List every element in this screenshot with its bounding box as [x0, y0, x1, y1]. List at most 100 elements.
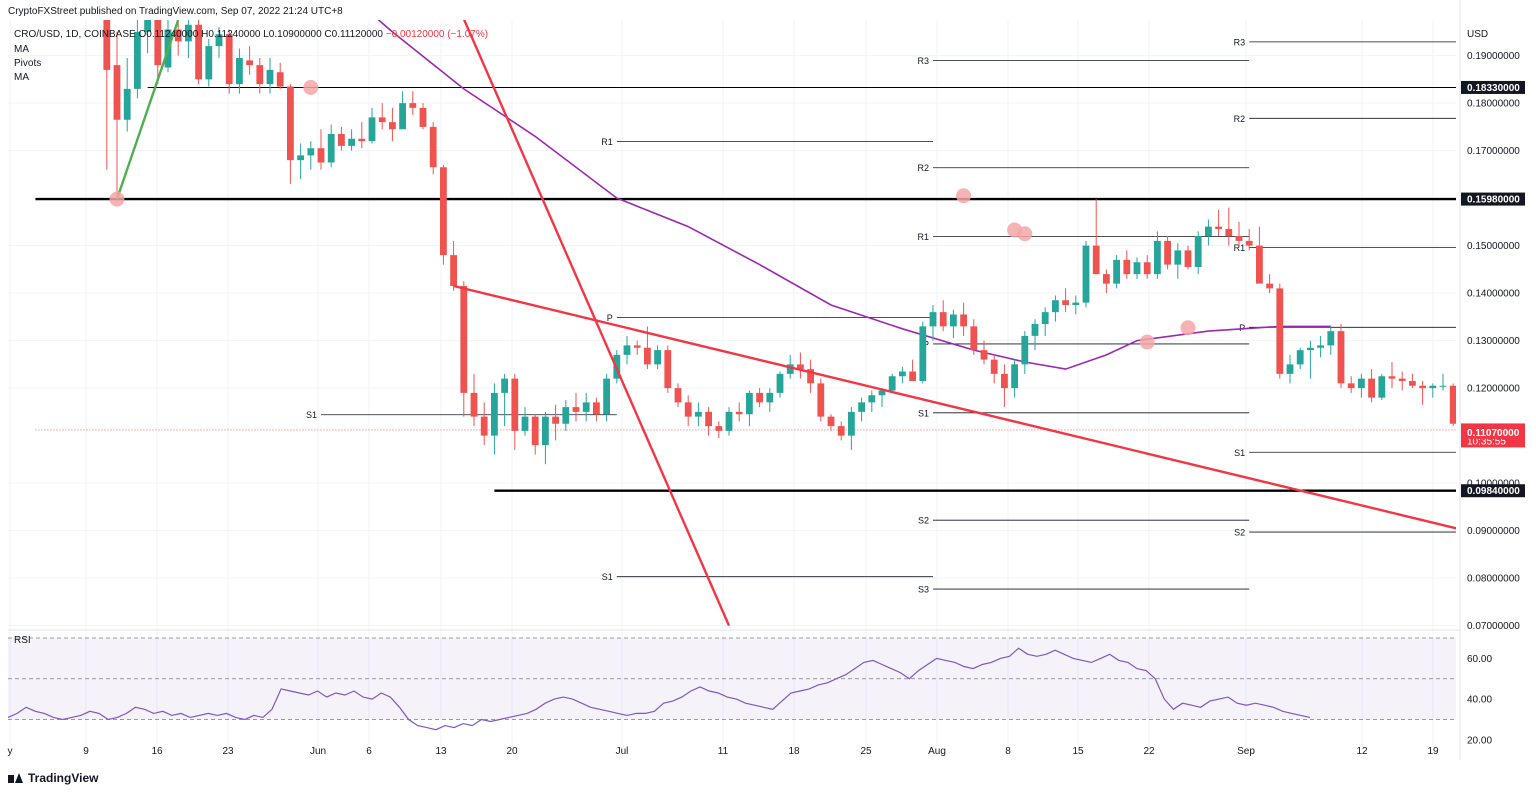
candle-body	[1429, 385, 1437, 389]
candle-body	[990, 359, 998, 374]
candle-body	[154, 20, 162, 66]
candle-body	[705, 411, 712, 427]
pivot-label: R1	[917, 232, 929, 242]
candle-body	[1286, 364, 1294, 374]
tradingview-icon	[8, 773, 24, 783]
candle-body	[460, 286, 468, 393]
candle-body	[256, 65, 264, 85]
x-tick-label: 8	[1005, 746, 1011, 757]
candle-body	[1103, 274, 1110, 284]
candle-body	[1449, 385, 1456, 424]
candle-body	[480, 416, 488, 436]
candle-body	[1378, 376, 1386, 398]
candle-body	[491, 392, 498, 436]
candle-body	[1215, 226, 1222, 229]
horizontal-levels	[35, 86, 1456, 492]
ohlc-line: CRO/USD, 1D, COINBASE O0.11240000 H0.112…	[14, 29, 488, 40]
candle-body	[1123, 259, 1131, 275]
candle-body	[1011, 364, 1018, 389]
pivot-label: R2	[917, 163, 929, 173]
x-tick-label: 13	[435, 746, 447, 757]
indicator-ma-2[interactable]: MA	[14, 72, 29, 83]
candle-body	[1092, 245, 1100, 275]
pivot-label: S1	[918, 408, 929, 418]
candle-body	[837, 426, 845, 436]
candle-body	[246, 60, 253, 66]
candle-body	[1409, 381, 1416, 386]
candle-body	[1062, 300, 1069, 305]
price-tag-label: 0.18330000	[1467, 83, 1520, 94]
candle-body	[307, 148, 315, 156]
candle-body	[980, 350, 988, 360]
candle-body	[888, 376, 896, 391]
candle-body	[756, 392, 763, 403]
candle-body	[858, 402, 865, 412]
y-tick-label: 0.17000000	[1467, 146, 1520, 157]
pivot-label: S2	[918, 516, 929, 526]
y-tick-label: 0.07000000	[1467, 621, 1520, 632]
x-tick-label: Jul	[616, 746, 629, 757]
candle-body	[1245, 240, 1253, 246]
x-tick-label: Jun	[310, 746, 326, 757]
candle-body	[419, 107, 427, 127]
indicator-ma-1[interactable]: MA	[14, 44, 29, 55]
tradingview-logo[interactable]: TradingView	[8, 771, 98, 785]
candle-body	[195, 24, 202, 80]
trendline	[453, 284, 1456, 530]
candle-body	[225, 34, 233, 85]
candle-body	[970, 326, 978, 351]
markers	[109, 79, 1196, 350]
marker-circle	[956, 188, 972, 204]
candle-body	[1041, 312, 1049, 324]
x-tick-label: 9	[83, 746, 89, 757]
x-tick-label: 20	[506, 746, 518, 757]
candle-body	[848, 411, 855, 436]
candle-body	[1184, 250, 1192, 267]
change-value: −0.00120000 (−1.07%)	[385, 29, 489, 40]
symbol-label[interactable]: CRO/USD, 1D, COINBASE	[14, 29, 136, 40]
candle-body	[1439, 385, 1447, 387]
candle-body	[501, 378, 508, 393]
candle-body	[552, 416, 559, 424]
candle-body	[960, 314, 967, 327]
x-tick-label: 11	[718, 746, 729, 757]
candle-body	[939, 312, 947, 327]
marker-circle	[1017, 226, 1033, 242]
rsi-line	[7, 647, 1311, 731]
candle-body	[378, 117, 386, 123]
pivot-label: S1	[602, 572, 613, 582]
candle-body	[358, 138, 366, 142]
x-tick-label: 12	[1356, 746, 1368, 757]
candle-body	[878, 390, 886, 396]
candle-body	[909, 371, 916, 381]
y-tick-label: 0.18000000	[1467, 99, 1520, 110]
indicator-pivots[interactable]: Pivots	[14, 58, 42, 69]
candle-body	[715, 426, 723, 431]
candle-body	[1307, 347, 1314, 351]
candle-body	[593, 402, 600, 415]
candle-body	[1419, 385, 1426, 389]
y-tick-label: 0.14000000	[1467, 289, 1520, 300]
candle-body	[1276, 288, 1284, 374]
candle-body	[797, 364, 804, 370]
candle-body	[1368, 378, 1375, 398]
price-tag-label: 0.11070000	[1467, 428, 1520, 439]
pivot-label: P	[607, 313, 613, 323]
price-tag-bg	[1461, 192, 1525, 206]
candles	[103, 20, 1456, 465]
candle-body	[1133, 262, 1141, 275]
candle-body	[1266, 283, 1273, 289]
x-tick-label: Sep	[1237, 746, 1255, 757]
candle-body	[113, 65, 121, 120]
candle-body	[440, 167, 447, 256]
candle-body	[1235, 236, 1243, 241]
price-tag-sublabel: 10:35:55	[1467, 436, 1506, 447]
y-tick-label: 0.13000000	[1467, 336, 1520, 347]
candle-body	[1174, 250, 1182, 265]
trendline	[462, 20, 731, 627]
open-value: O0.11240000	[138, 29, 199, 40]
candle-body	[134, 31, 141, 89]
candle-body	[807, 369, 814, 384]
candle-body	[1164, 240, 1171, 265]
